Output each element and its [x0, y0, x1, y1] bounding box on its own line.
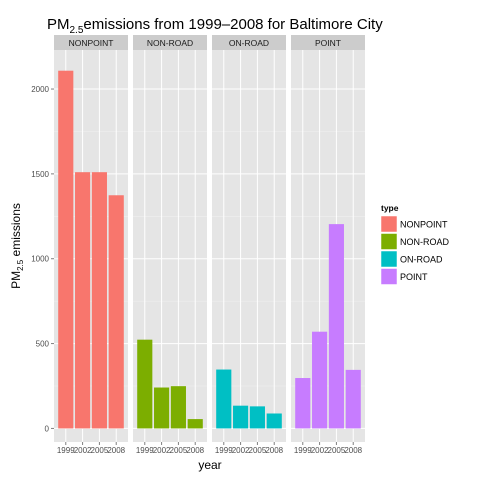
bar-point-2002: [312, 331, 328, 429]
bar-on-road-2008: [266, 413, 282, 429]
chart-title: PM2.5emissions from 1999–2008 for Baltim…: [47, 16, 383, 36]
bar-on-road-2005: [249, 406, 265, 429]
x-tick-label: 2002: [232, 446, 250, 455]
facet-strip: [133, 35, 207, 50]
facet-strip-label: NON-ROAD: [147, 38, 193, 48]
legend-label-non-road: NON-ROAD: [400, 237, 449, 247]
facet-on-road: ON-ROAD 1999 2002 2005 2008: [212, 35, 286, 455]
x-tick-label: 2008: [107, 446, 125, 455]
legend-key-non-road: [380, 233, 398, 250]
y-axis-title-subscript: 2.5: [16, 259, 25, 271]
chart-title-subscript: 2.5: [70, 25, 84, 36]
legend-key-on-road: [380, 250, 398, 268]
bar-non-road-1999: [137, 339, 153, 429]
facet-strip: [212, 35, 286, 50]
y-axis-title-suffix: emissions: [9, 203, 23, 260]
bar-point-1999: [295, 378, 311, 429]
legend-key-nonpoint: [380, 215, 398, 233]
bar-nonpoint-1999: [58, 70, 74, 429]
chart-title-prefix: PM: [47, 16, 70, 33]
bar-non-road-2005: [170, 386, 186, 429]
legend-label-on-road: ON-ROAD: [400, 255, 443, 265]
legend: type NONPOINT NON-ROAD ON-ROAD POINT: [380, 203, 449, 285]
bar-nonpoint-2008: [108, 195, 124, 429]
x-tick-label: 2005: [91, 446, 109, 455]
bar-non-road-2002: [154, 387, 170, 429]
x-tick-label: 2008: [186, 446, 204, 455]
y-axis-title: PM2.5 emissions: [9, 203, 25, 289]
bar-point-2005: [328, 224, 344, 429]
legend-label-point: POINT: [400, 272, 428, 282]
bar-point-2008: [345, 369, 361, 429]
y-tick-label: 0: [45, 424, 50, 433]
bar-on-road-2002: [233, 405, 249, 429]
y-tick-label: 2000: [31, 85, 49, 94]
legend-title: type: [381, 203, 399, 213]
x-tick-label: 2005: [170, 446, 188, 455]
facet-strip-label: ON-ROAD: [229, 38, 269, 48]
legend-label-nonpoint: NONPOINT: [400, 220, 448, 230]
legend-key-point: [380, 268, 398, 285]
x-tick-label: 2002: [311, 446, 329, 455]
bar-nonpoint-2002: [75, 172, 91, 429]
facet-strip: [291, 35, 365, 50]
x-axis-title: year: [198, 458, 221, 472]
x-tick-label: 2005: [328, 446, 346, 455]
facet-point: POINT 1999 2002 2005 2008: [291, 35, 365, 455]
facet-non-road: NON-ROAD 1999 2002 2005 2008: [133, 35, 207, 455]
bar-non-road-2008: [187, 419, 203, 429]
x-tick-label: 1999: [57, 446, 75, 455]
bar-on-road-1999: [216, 369, 232, 429]
facet-strip: [54, 35, 128, 50]
x-tick-label: 1999: [136, 446, 154, 455]
chart-title-suffix: emissions from 1999–2008 for Baltimore C…: [83, 16, 383, 33]
bar-nonpoint-2005: [91, 172, 107, 429]
x-tick-label: 2002: [74, 446, 92, 455]
y-axis-title-prefix: PM: [9, 271, 23, 289]
x-tick-label: 1999: [215, 446, 233, 455]
x-tick-label: 1999: [294, 446, 312, 455]
y-axis: 0 500 1000 1500 2000: [31, 85, 54, 433]
facet-strip-label: NONPOINT: [69, 38, 114, 48]
x-tick-label: 2008: [265, 446, 283, 455]
y-tick-label: 500: [36, 340, 50, 349]
y-tick-label: 1000: [31, 255, 49, 264]
x-tick-label: 2008: [344, 446, 362, 455]
facet-strip-label: POINT: [315, 38, 341, 48]
facet-nonpoint: NONPOINT 1999 2002 2005 2008: [54, 35, 128, 455]
x-tick-label: 2005: [249, 446, 267, 455]
y-tick-label: 1500: [31, 170, 49, 179]
x-tick-label: 2002: [153, 446, 171, 455]
